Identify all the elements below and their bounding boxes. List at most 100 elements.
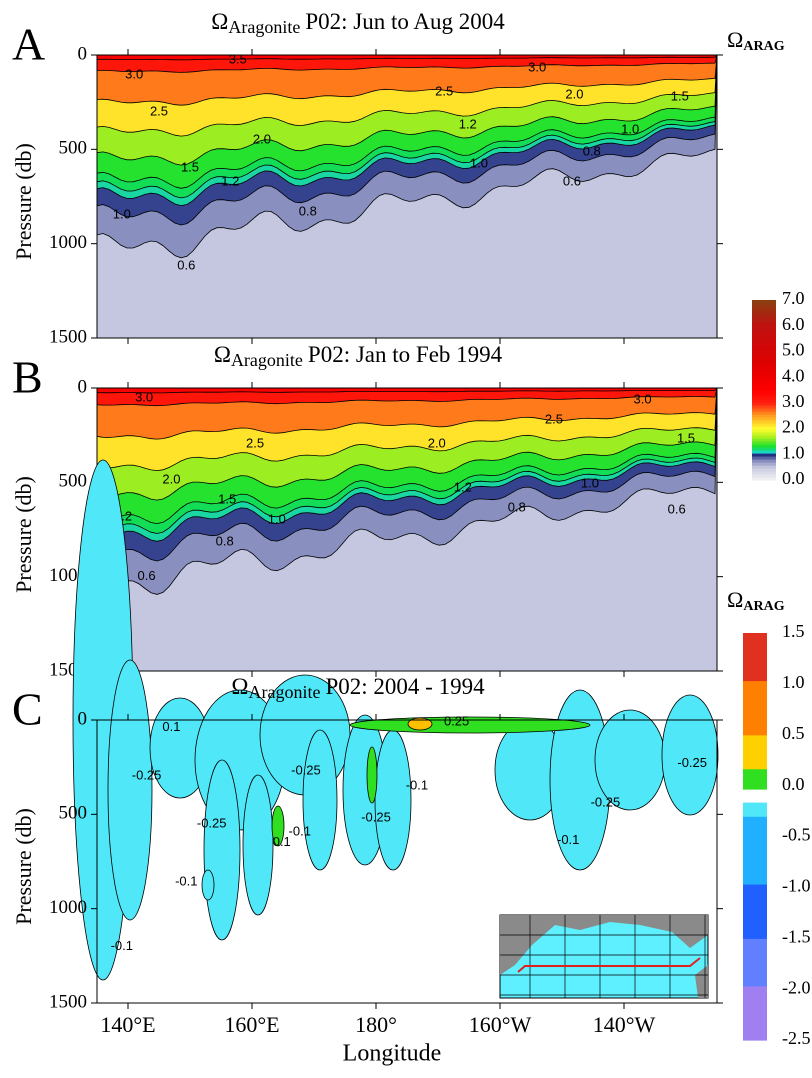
colorbar-tick-label: -2.0 [782, 977, 811, 997]
inset-map [499, 914, 709, 999]
title-text: P02: Jan to Feb 1994 [308, 342, 503, 367]
contour-region [107, 659, 153, 921]
colorbar-swatch [752, 393, 776, 397]
colorbar-swatch [743, 829, 767, 838]
title-subscript: Aragonite [231, 350, 303, 370]
colorbar-swatch [752, 369, 776, 373]
colorbar-swatch [752, 318, 776, 322]
contour-region [349, 716, 591, 734]
colorbar-swatch [752, 402, 776, 406]
contour-label: 1.5 [671, 89, 689, 104]
contour-label: 0.6 [563, 173, 581, 188]
colorbar-swatch [752, 348, 776, 352]
chart-title: ΩAragonite P02: Jan to Feb 1994 [214, 342, 503, 370]
y-axis-label: Pressure (db) [11, 808, 36, 925]
colorbar-tick-label: -1.5 [782, 926, 811, 946]
colorbar-swatch [752, 366, 776, 370]
colorbar-swatch [743, 951, 767, 960]
colorbar-tick-label: -0.5 [782, 825, 811, 845]
panel: 3.0 3.02.52.52.02.01.51.51.21.21.01.00.80… [11, 342, 723, 680]
colorbar-swatch [743, 660, 767, 668]
colorbar-swatch [752, 450, 776, 454]
colorbar-swatch [752, 351, 776, 355]
y-tick-label: 500 [59, 803, 88, 824]
contour-label: 0.8 [299, 203, 317, 218]
contour-label: 3.0 [528, 59, 546, 74]
colorbar-swatch [752, 357, 776, 361]
colorbar-swatch [752, 468, 776, 472]
y-axis-label: Pressure (db) [11, 476, 36, 593]
contour-label: 1.2 [459, 116, 477, 131]
colorbar-swatch [743, 639, 767, 648]
contour-label: 0.8 [583, 143, 601, 158]
colorbar-tick-label: 6.0 [782, 314, 805, 334]
colorbar-title: ΩARAG [727, 587, 785, 614]
contour-label: 1.2 [454, 479, 472, 494]
colorbar-swatch [743, 836, 767, 844]
y-tick-label: 0 [78, 376, 88, 397]
title-symbol: Ω [214, 342, 231, 367]
colorbar-swatch [752, 396, 776, 400]
contour-label: 1.5 [677, 430, 695, 445]
colorbar-swatch [743, 985, 767, 994]
contour-label: 0.8 [216, 534, 234, 549]
map-section [517, 957, 701, 973]
chart-title: ΩAragonite P02: Jun to Aug 2004 [211, 9, 505, 37]
colorbar-swatch [743, 917, 767, 926]
chart-title: ΩAragonite P02: 2004 - 1994 [231, 674, 485, 702]
colorbar-swatch [743, 761, 767, 770]
colorbar-swatch [752, 426, 776, 430]
colorbar-swatch [752, 375, 776, 379]
contour-label: 1.2 [221, 173, 239, 188]
plot-frame [96, 54, 718, 339]
contour-region [203, 759, 241, 941]
colorbar-tick-label: 1.5 [782, 621, 805, 641]
colorbar-swatch [752, 384, 776, 388]
x-axis-label: Longitude [343, 1041, 442, 1067]
colorbar-swatch [743, 734, 767, 743]
y-tick-label: 1500 [49, 326, 87, 347]
colorbar-swatch [743, 775, 767, 783]
colorbar-swatch [752, 441, 776, 445]
colorbar-swatch [743, 700, 767, 709]
colorbar-swatch [743, 958, 767, 966]
colorbar-swatch [743, 1019, 767, 1028]
colorbar-swatch [743, 687, 767, 695]
contour-label: 0.6 [177, 257, 195, 272]
colorbar-swatch [752, 360, 776, 364]
colorbar-swatch [752, 408, 776, 412]
colorbar-swatch [752, 381, 776, 385]
y-tick-label: 500 [59, 471, 88, 492]
contour-label: 0.6 [138, 568, 156, 583]
contour-label: 0.6 [668, 502, 686, 517]
colorbar-swatch [743, 755, 767, 763]
colorbar-tick-label: -2.5 [782, 1028, 811, 1048]
colorbar-swatch [743, 666, 767, 675]
contour-label: 2.5 [150, 103, 168, 118]
colorbar-swatch [743, 883, 767, 892]
contour-label: -0.1 [406, 777, 428, 792]
colorbar-swatch [752, 387, 776, 391]
contour-label: -0.25 [361, 810, 391, 825]
title-text: P02: Jun to Aug 2004 [305, 9, 505, 34]
colorbar-swatch [752, 327, 776, 331]
colorbar-swatch [752, 471, 776, 475]
colorbar-tick-label: 0.0 [782, 468, 805, 488]
contour-label: 1.0 [113, 206, 131, 221]
colorbar-swatch [752, 324, 776, 328]
colorbar-swatch [752, 423, 776, 427]
colorbar-swatch [743, 945, 767, 953]
contour-region [271, 805, 285, 847]
contour-label: 1.0 [470, 155, 488, 170]
contour-band [96, 54, 718, 73]
contour-label: 2.5 [545, 412, 563, 427]
colorbar-swatch [743, 802, 767, 810]
contour-label: -0.25 [197, 815, 227, 830]
contour-band [96, 54, 718, 61]
colorbar-title: ΩARAG [727, 27, 785, 54]
x-tick-label: 160°E [224, 1012, 279, 1037]
colorbar-title-symbol: Ω [727, 27, 743, 52]
colorbar-tick-label: 4.0 [782, 365, 805, 385]
colorbar-swatch [752, 354, 776, 358]
colorbar-swatch [743, 870, 767, 878]
